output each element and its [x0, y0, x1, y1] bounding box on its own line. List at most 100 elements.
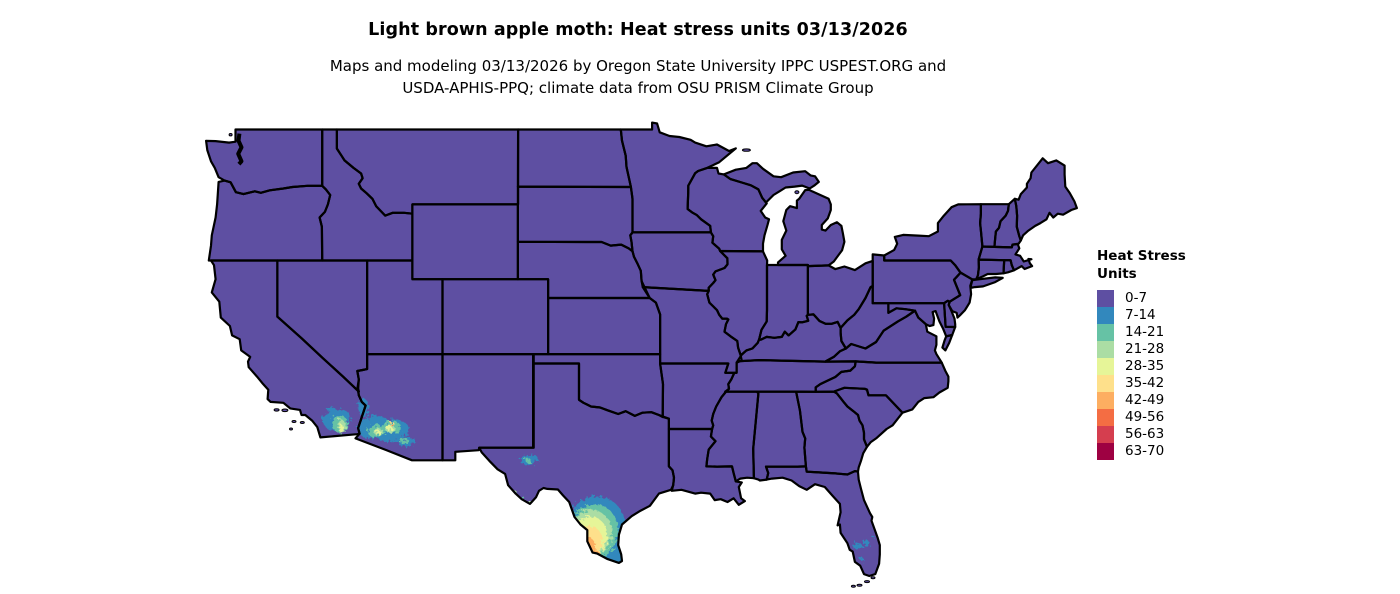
- island: [741, 148, 751, 152]
- island: [273, 408, 280, 412]
- legend-swatch: [1097, 290, 1114, 307]
- hotspot-se-california-low-desert: [320, 414, 331, 421]
- state-mt: [336, 129, 519, 216]
- state-ma: [978, 244, 1033, 271]
- islands: [228, 133, 876, 588]
- legend-item: 42-49: [1097, 392, 1257, 409]
- hotspot-south-central-arizona: [386, 425, 392, 431]
- state-border-nj: [947, 271, 974, 319]
- legend-item-label: 28-35: [1125, 358, 1165, 374]
- state-ca: [211, 260, 366, 438]
- hotspot-tucson-basin: [399, 438, 410, 444]
- legend-item-label: 63-70: [1125, 443, 1165, 459]
- legend-item: 14-21: [1097, 324, 1257, 341]
- state-id: [319, 129, 413, 261]
- legend-title: Heat Stress Units: [1097, 247, 1257, 283]
- state-ne: [517, 241, 650, 298]
- legend-title-line1: Heat Stress: [1097, 248, 1186, 264]
- island: [850, 584, 856, 588]
- state-ut: [367, 260, 443, 355]
- legend-item: 21-28: [1097, 341, 1257, 358]
- map-subtitle-line1: Maps and modeling 03/13/2026 by Oregon S…: [329, 57, 947, 75]
- legend-item: 56-63: [1097, 426, 1257, 443]
- state-ia: [630, 232, 728, 291]
- island: [856, 583, 863, 587]
- hotspot-imperial-valley: [339, 425, 344, 433]
- legend-title-line2: Units: [1097, 266, 1137, 282]
- state-nm: [442, 354, 534, 461]
- state-nv: [277, 260, 368, 392]
- legend-swatch: [1097, 341, 1114, 358]
- legend-swatch: [1097, 392, 1114, 409]
- legend-swatch: [1097, 409, 1114, 426]
- state-tn: [725, 360, 856, 392]
- legend-item: 0-7: [1097, 290, 1257, 307]
- state-in: [759, 265, 809, 340]
- state-or: [208, 180, 331, 261]
- state-wv: [840, 286, 915, 349]
- state-border-il: [706, 249, 769, 356]
- hotspot-phoenix-core: [390, 423, 393, 426]
- legend-item-label: 42-49: [1125, 392, 1165, 408]
- state-sd: [517, 186, 633, 252]
- legend-item-label: 14-21: [1125, 324, 1165, 340]
- hotspot-south-florida: [862, 540, 870, 546]
- state-vt: [980, 204, 1009, 247]
- state-wi: [687, 167, 769, 252]
- hotspot-south-florida: [872, 536, 876, 540]
- state-border-ms: [705, 390, 760, 483]
- legend-item-label: 0-7: [1125, 290, 1148, 306]
- state-me: [1014, 158, 1077, 241]
- map-subtitle: Maps and modeling 03/13/2026 by Oregon S…: [0, 55, 1276, 99]
- state-de: [944, 300, 956, 327]
- state-ar: [660, 363, 735, 429]
- legend-swatch: [1097, 375, 1114, 392]
- state-ky: [736, 314, 846, 363]
- state-mi: [723, 163, 845, 267]
- state-al: [753, 391, 806, 481]
- legend-item: 28-35: [1097, 358, 1257, 375]
- legend-swatch: [1097, 358, 1114, 375]
- state-nc: [815, 361, 949, 413]
- hotspot-south-florida: [859, 557, 864, 561]
- legend-item-label: 7-14: [1125, 307, 1156, 323]
- legend-swatch: [1097, 324, 1114, 341]
- state-pa: [872, 254, 961, 304]
- state-tx: [479, 363, 674, 563]
- legend-item: 49-56: [1097, 409, 1257, 426]
- state-mo: [642, 287, 742, 373]
- state-va: [825, 310, 953, 363]
- legend-item: 63-70: [1097, 443, 1257, 460]
- legend-item-label: 35-42: [1125, 375, 1165, 391]
- state-nh: [994, 198, 1021, 248]
- state-ga: [796, 391, 867, 475]
- island: [291, 420, 297, 423]
- legend-item-label: 21-28: [1125, 341, 1165, 357]
- state-il: [707, 251, 768, 355]
- map-title: Light brown apple moth: Heat stress unit…: [368, 20, 908, 40]
- state-border-md: [887, 302, 957, 338]
- state-sc: [833, 387, 903, 447]
- state-borders: [205, 121, 1078, 578]
- island: [864, 580, 870, 584]
- state-ct: [976, 259, 1005, 280]
- map-subtitle-line2: USDA-APHIS-PPQ; climate data from OSU PR…: [402, 79, 874, 97]
- island: [281, 408, 289, 413]
- state-border-mi: [722, 162, 846, 268]
- island: [228, 133, 233, 137]
- hotspot-south-florida: [852, 542, 863, 550]
- state-mn: [620, 122, 736, 233]
- state-fl: [766, 466, 880, 576]
- island: [794, 190, 800, 195]
- hotspot-lower-colorado-river: [358, 398, 369, 417]
- state-border-me: [1013, 157, 1078, 242]
- legend-item: 35-42: [1097, 375, 1257, 392]
- state-ny: [884, 204, 1003, 288]
- island: [299, 421, 305, 424]
- state-border-wi: [686, 166, 771, 253]
- state-wa: [206, 129, 323, 195]
- state-ok: [533, 354, 663, 417]
- state-border-oh: [806, 259, 874, 329]
